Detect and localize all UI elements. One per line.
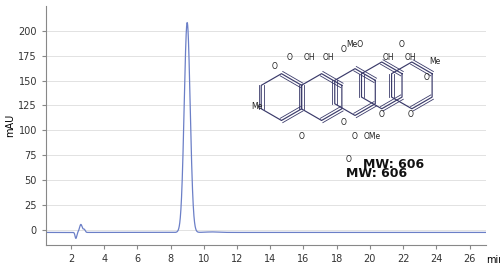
Text: O: O [340, 119, 346, 127]
Text: OMe: OMe [363, 132, 380, 141]
Text: O: O [272, 62, 278, 71]
Text: O: O [346, 155, 352, 164]
Text: Me: Me [251, 102, 262, 111]
Text: MW: 606: MW: 606 [363, 158, 424, 171]
Text: O: O [407, 110, 413, 119]
Text: Me: Me [430, 57, 441, 66]
Text: O: O [424, 73, 430, 82]
Text: OH: OH [382, 53, 394, 62]
Text: OH: OH [404, 53, 416, 62]
Text: MW: 606: MW: 606 [346, 167, 408, 180]
Text: O: O [379, 110, 384, 119]
Text: O: O [287, 53, 293, 62]
Text: O: O [298, 132, 304, 141]
Text: OH: OH [304, 53, 316, 62]
Text: O: O [340, 45, 346, 54]
Text: O: O [399, 40, 405, 49]
Text: MeO: MeO [346, 40, 364, 49]
Text: O: O [352, 132, 358, 141]
Text: OH: OH [322, 53, 334, 62]
Y-axis label: mAU: mAU [6, 114, 16, 137]
X-axis label: min: min [486, 255, 500, 265]
